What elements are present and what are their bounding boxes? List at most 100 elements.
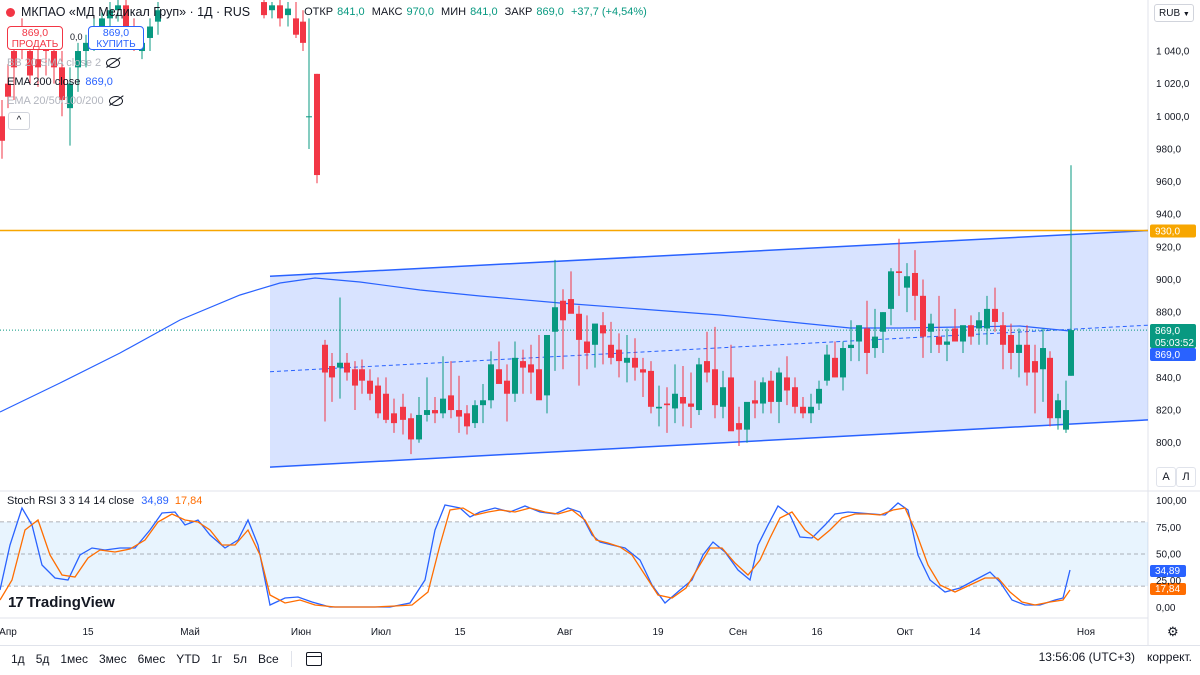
candle-body [329, 365, 335, 378]
candle-body [83, 42, 89, 52]
tradingview-logo[interactable]: 17 TradingView [8, 594, 115, 611]
candle-body [752, 400, 758, 404]
candle-body [480, 400, 486, 406]
ema-price-badge: 869,0 [1150, 348, 1196, 361]
candle-body [744, 401, 750, 430]
close-label: ЗАКР [504, 6, 533, 18]
time-tick-label: Июл [371, 627, 391, 638]
candle-body [416, 414, 422, 440]
time-tick-label: Окт [897, 627, 914, 638]
timeframe-3m[interactable]: 3мес [98, 651, 127, 666]
candle-body [600, 325, 606, 334]
timeframe-1y[interactable]: 1г [211, 651, 223, 666]
time-tick-label: Май [180, 627, 200, 638]
candle-body [352, 369, 358, 386]
candle-body [496, 369, 502, 384]
adjust-toggle[interactable]: коррект. [1147, 650, 1192, 664]
candle-body [584, 341, 590, 353]
sell-button[interactable]: 869,0 ПРОДАТЬ [7, 26, 63, 50]
ema-label: EMA 200 close [7, 76, 81, 88]
candle-body [5, 83, 11, 97]
calendar-icon[interactable] [305, 651, 322, 666]
hidden-eye-icon[interactable] [108, 96, 123, 106]
candle-body [912, 272, 918, 296]
time-tick-label: 15 [454, 627, 466, 638]
candle-body [300, 21, 306, 43]
candle-body [736, 423, 742, 430]
hidden-eye-icon[interactable] [106, 58, 121, 68]
candle-body [75, 51, 81, 68]
timeframe-1d[interactable]: 1д [11, 651, 25, 666]
price-tick-label: 1 020,0 [1156, 79, 1190, 90]
timeframe-all[interactable]: Все [257, 651, 279, 666]
price-chart[interactable]: 1 040,0 1 020,0 1 000,0 980,0 960,0 940,0 920,… [0, 0, 1200, 645]
collapse-legend-button[interactable]: ^ [8, 112, 30, 130]
timeframe-1m[interactable]: 1мес [60, 651, 88, 666]
market-status-icon [6, 7, 15, 17]
candle-body [696, 364, 702, 411]
hline-price-badge-text: 930,0 [1155, 227, 1180, 238]
candle-body [1055, 400, 1061, 419]
candle-body [408, 418, 414, 440]
time-tick-label: 14 [969, 627, 981, 638]
candle-body [920, 295, 926, 337]
candle-body [456, 410, 462, 417]
stoch-d-badge-text: 17,84 [1155, 584, 1180, 595]
candle-body [616, 349, 622, 362]
settings-gear-icon[interactable]: ⚙ [1167, 624, 1179, 639]
ema-indicator-legend[interactable]: EMA 200 close 869,0 [7, 76, 113, 88]
candle-body [728, 377, 734, 432]
stoch-tick-label: 100,00 [1156, 496, 1187, 507]
timeframe-5d[interactable]: 5д [35, 651, 50, 666]
stoch-legend[interactable]: Stoch RSI 3 3 14 14 close 34,89 17,84 [7, 495, 202, 507]
price-tick-label: 1 040,0 [1156, 47, 1190, 58]
close-value: 869,0 [536, 6, 564, 18]
candle-body [27, 51, 33, 76]
candle-body [277, 5, 283, 19]
sell-price: 869,0 [21, 27, 49, 39]
timeframe-ytd[interactable]: YTD [176, 651, 201, 666]
candle-body [464, 413, 470, 427]
candle-body [306, 116, 312, 118]
candle-body [155, 10, 161, 22]
candle-body [147, 26, 153, 38]
toolbar-divider [290, 650, 292, 667]
timeframe-6m[interactable]: 6мес [137, 651, 166, 666]
time-tick-label: Июн [291, 627, 311, 638]
buy-label: КУПИТЬ [96, 39, 136, 50]
symbol-title[interactable]: МКПАО «МД Медикал Груп» · 1Д · RUS [21, 5, 251, 19]
candle-body [864, 328, 870, 353]
candle-body [269, 5, 275, 11]
candle-body [448, 395, 454, 411]
price-tick-label: 1 000,0 [1156, 112, 1190, 123]
currency-selector[interactable]: RUB ▼ [1154, 4, 1194, 22]
stoch-tick-label: 50,00 [1156, 550, 1181, 561]
candle-body [375, 385, 381, 414]
candle-body [672, 393, 678, 409]
timeframe-5y[interactable]: 5л [233, 651, 247, 666]
candle-body [688, 403, 694, 407]
time-tick-label: 16 [811, 627, 823, 638]
ema-ribbon-legend[interactable]: EMA 20/50/100/200 [7, 95, 123, 107]
brand-name: TradingView [26, 594, 115, 611]
candle-body [0, 116, 5, 141]
ema-ribbon-label: EMA 20/50/100/200 [7, 95, 104, 107]
candle-body [367, 380, 373, 394]
time-tick-label: Апр [0, 627, 17, 638]
candle-body [261, 2, 267, 16]
candle-body [424, 410, 430, 415]
stoch-label: Stoch RSI 3 3 14 14 close [7, 495, 135, 507]
time-tick-label: Авг [557, 627, 573, 638]
bb-indicator-legend[interactable]: BB 20 SMA close 2 [7, 57, 121, 69]
sell-label: ПРОДАТЬ [11, 39, 59, 50]
currency-label: RUB [1159, 8, 1181, 19]
candle-body [123, 5, 129, 27]
candle-body [285, 8, 291, 16]
last-price-badge-bg [1150, 324, 1196, 348]
buy-button[interactable]: 869,0 КУПИТЬ [88, 26, 144, 50]
candle-body [337, 362, 343, 368]
log-scale-button[interactable]: Л [1176, 467, 1196, 487]
clock-timezone[interactable]: 13:56:06 (UTC+3) [1038, 650, 1135, 664]
auto-scale-button[interactable]: A [1156, 467, 1176, 487]
symbol-legend: МКПАО «МД Медикал Груп» · 1Д · RUS ОТКР 8… [6, 5, 651, 19]
